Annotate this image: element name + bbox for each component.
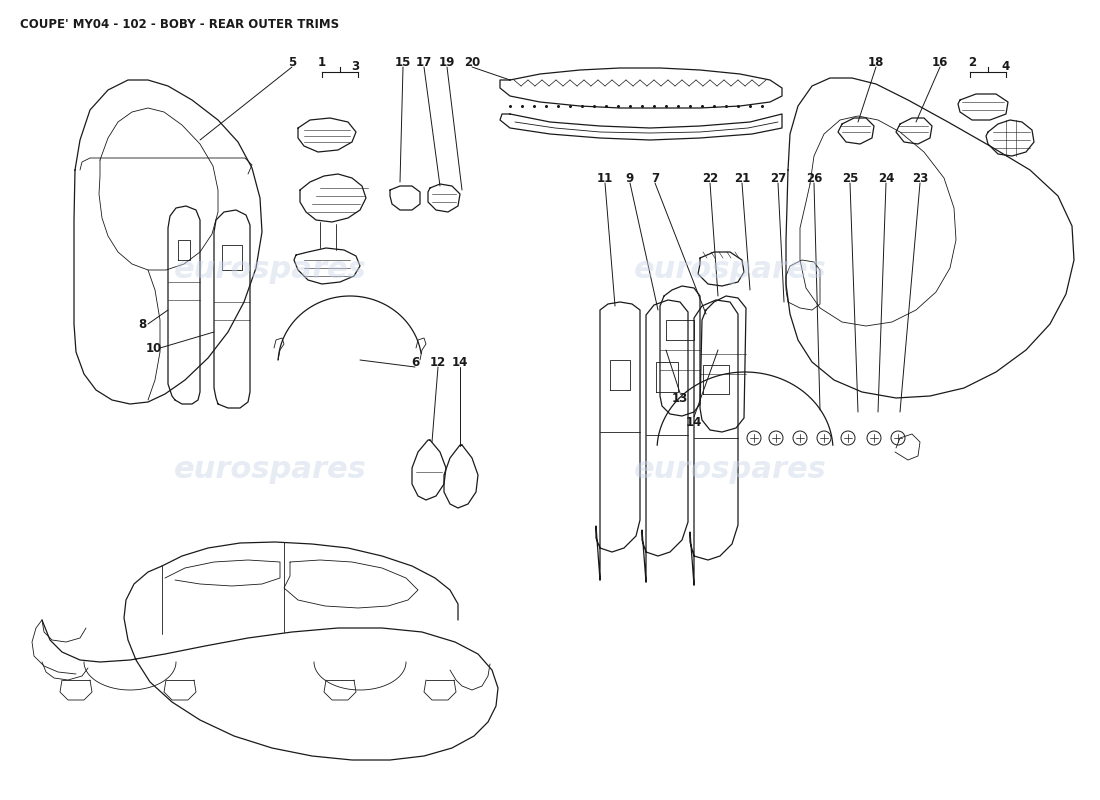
Text: eurospares: eurospares (634, 255, 826, 285)
Text: 16: 16 (932, 55, 948, 69)
Text: 15: 15 (395, 55, 411, 69)
Text: 17: 17 (416, 55, 432, 69)
Text: 10: 10 (146, 342, 162, 354)
Text: 3: 3 (351, 61, 359, 74)
Text: eurospares: eurospares (634, 455, 826, 485)
Text: 7: 7 (651, 171, 659, 185)
Text: 19: 19 (439, 55, 455, 69)
Text: 8: 8 (138, 318, 146, 330)
Text: 14: 14 (452, 355, 469, 369)
Text: 24: 24 (878, 171, 894, 185)
Text: 14: 14 (685, 415, 702, 429)
Text: 22: 22 (702, 171, 718, 185)
Text: 20: 20 (464, 55, 480, 69)
Text: 11: 11 (597, 171, 613, 185)
Text: 18: 18 (868, 55, 884, 69)
Text: 12: 12 (430, 355, 447, 369)
Text: eurospares: eurospares (174, 455, 366, 485)
Text: eurospares: eurospares (174, 255, 366, 285)
Text: 9: 9 (626, 171, 634, 185)
Text: 2: 2 (968, 55, 976, 69)
Text: 27: 27 (770, 171, 786, 185)
Text: 5: 5 (288, 55, 296, 69)
Text: 13: 13 (672, 391, 689, 405)
Text: 23: 23 (912, 171, 928, 185)
Text: 26: 26 (806, 171, 822, 185)
Text: 25: 25 (842, 171, 858, 185)
Text: 6: 6 (411, 355, 419, 369)
Text: COUPE' MY04 - 102 - BOBY - REAR OUTER TRIMS: COUPE' MY04 - 102 - BOBY - REAR OUTER TR… (20, 18, 339, 31)
Text: 1: 1 (318, 55, 326, 69)
Text: 4: 4 (1002, 61, 1010, 74)
Text: 21: 21 (734, 171, 750, 185)
